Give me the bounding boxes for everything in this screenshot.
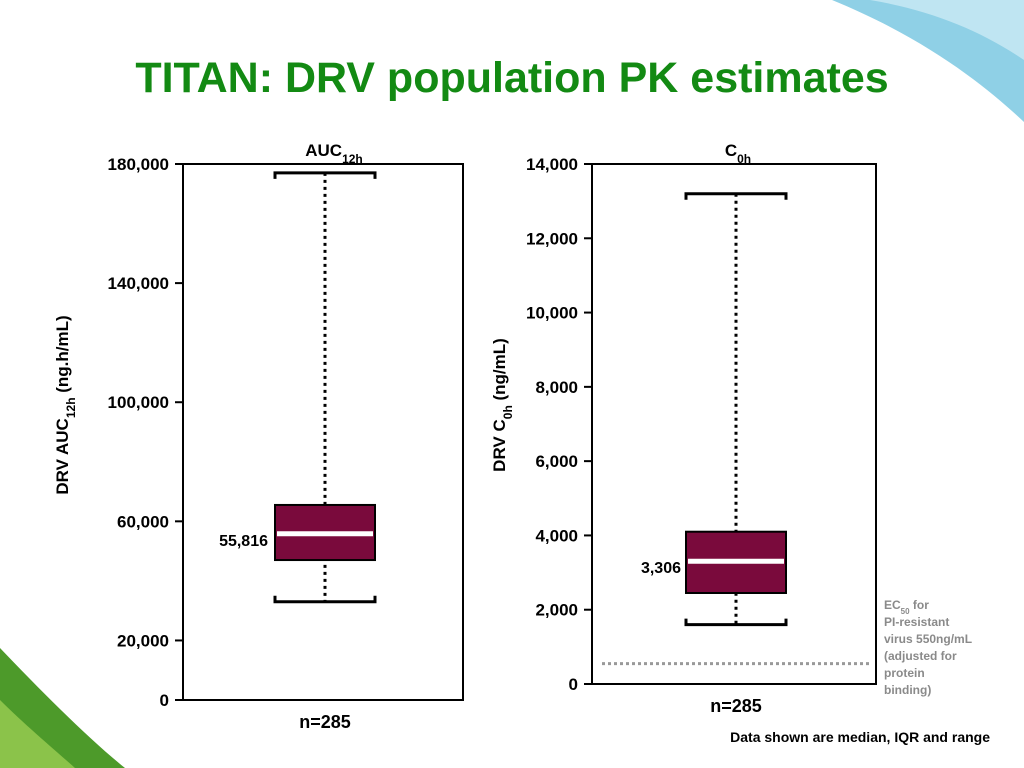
- auc-x-axis-label: n=285: [299, 712, 351, 732]
- auc-y-tick-label: 0: [160, 691, 169, 710]
- ec50-note-line: PI-resistant: [884, 615, 949, 629]
- footnote: Data shown are median, IQR and range: [730, 729, 990, 745]
- ec50-note-line: binding): [884, 683, 931, 697]
- c0h-y-tick-label: 6,000: [535, 452, 578, 471]
- c0h-y-tick-label: 12,000: [526, 229, 578, 248]
- auc-chart: 0 20,000 60,000 100,000 140,000 180,000 AUC12h…: [53, 141, 464, 732]
- c0h-min-cap: [684, 618, 788, 627]
- c0h-y-tick-label: 2,000: [535, 601, 578, 620]
- c0h-y-axis-label: DRV C0h (ng/mL): [490, 338, 515, 472]
- page-title: TITAN: DRV population PK estimates: [135, 54, 888, 102]
- c0h-chart: 0 2,000 4,000 6,000 8,000 10,000 12,000 14,000 C…: [490, 141, 877, 716]
- c0h-y-tick-label: 4,000: [535, 526, 578, 545]
- ec50-note-line: protein: [884, 666, 925, 680]
- ec50-note-line: (adjusted for: [884, 649, 957, 663]
- c0h-y-tick-label: 0: [569, 675, 578, 694]
- bottom-left-swoosh-light: [0, 700, 75, 768]
- c0h-chart-title: C0h: [725, 141, 751, 166]
- auc-chart-title: AUC12h: [305, 141, 363, 166]
- ec50-note-line: virus 550ng/mL: [884, 632, 972, 646]
- c0h-max-cap: [684, 192, 788, 200]
- top-right-swoosh-light: [870, 0, 1024, 60]
- c0h-y-tick-label: 8,000: [535, 378, 578, 397]
- auc-median-label: 55,816: [219, 533, 268, 550]
- ec50-note-line: EC50 for: [884, 598, 929, 616]
- auc-y-tick-label: 180,000: [108, 155, 169, 174]
- auc-plot-frame: [182, 163, 464, 701]
- c0h-y-tick-label: 14,000: [526, 155, 578, 174]
- auc-max-cap: [273, 171, 377, 179]
- auc-y-tick-label: 140,000: [108, 274, 169, 293]
- c0h-plot-frame: [591, 163, 877, 685]
- auc-y-tick-label: 100,000: [108, 393, 169, 412]
- auc-y-tick-label: 20,000: [117, 631, 169, 650]
- auc-min-cap: [273, 595, 377, 604]
- auc-y-tick-label: 60,000: [117, 512, 169, 531]
- c0h-y-tick-label: 10,000: [526, 304, 578, 323]
- auc-y-axis-label: DRV AUC12h (ng.h/mL): [53, 315, 78, 494]
- c0h-x-axis-label: n=285: [710, 696, 762, 716]
- c0h-median-label: 3,306: [641, 560, 681, 577]
